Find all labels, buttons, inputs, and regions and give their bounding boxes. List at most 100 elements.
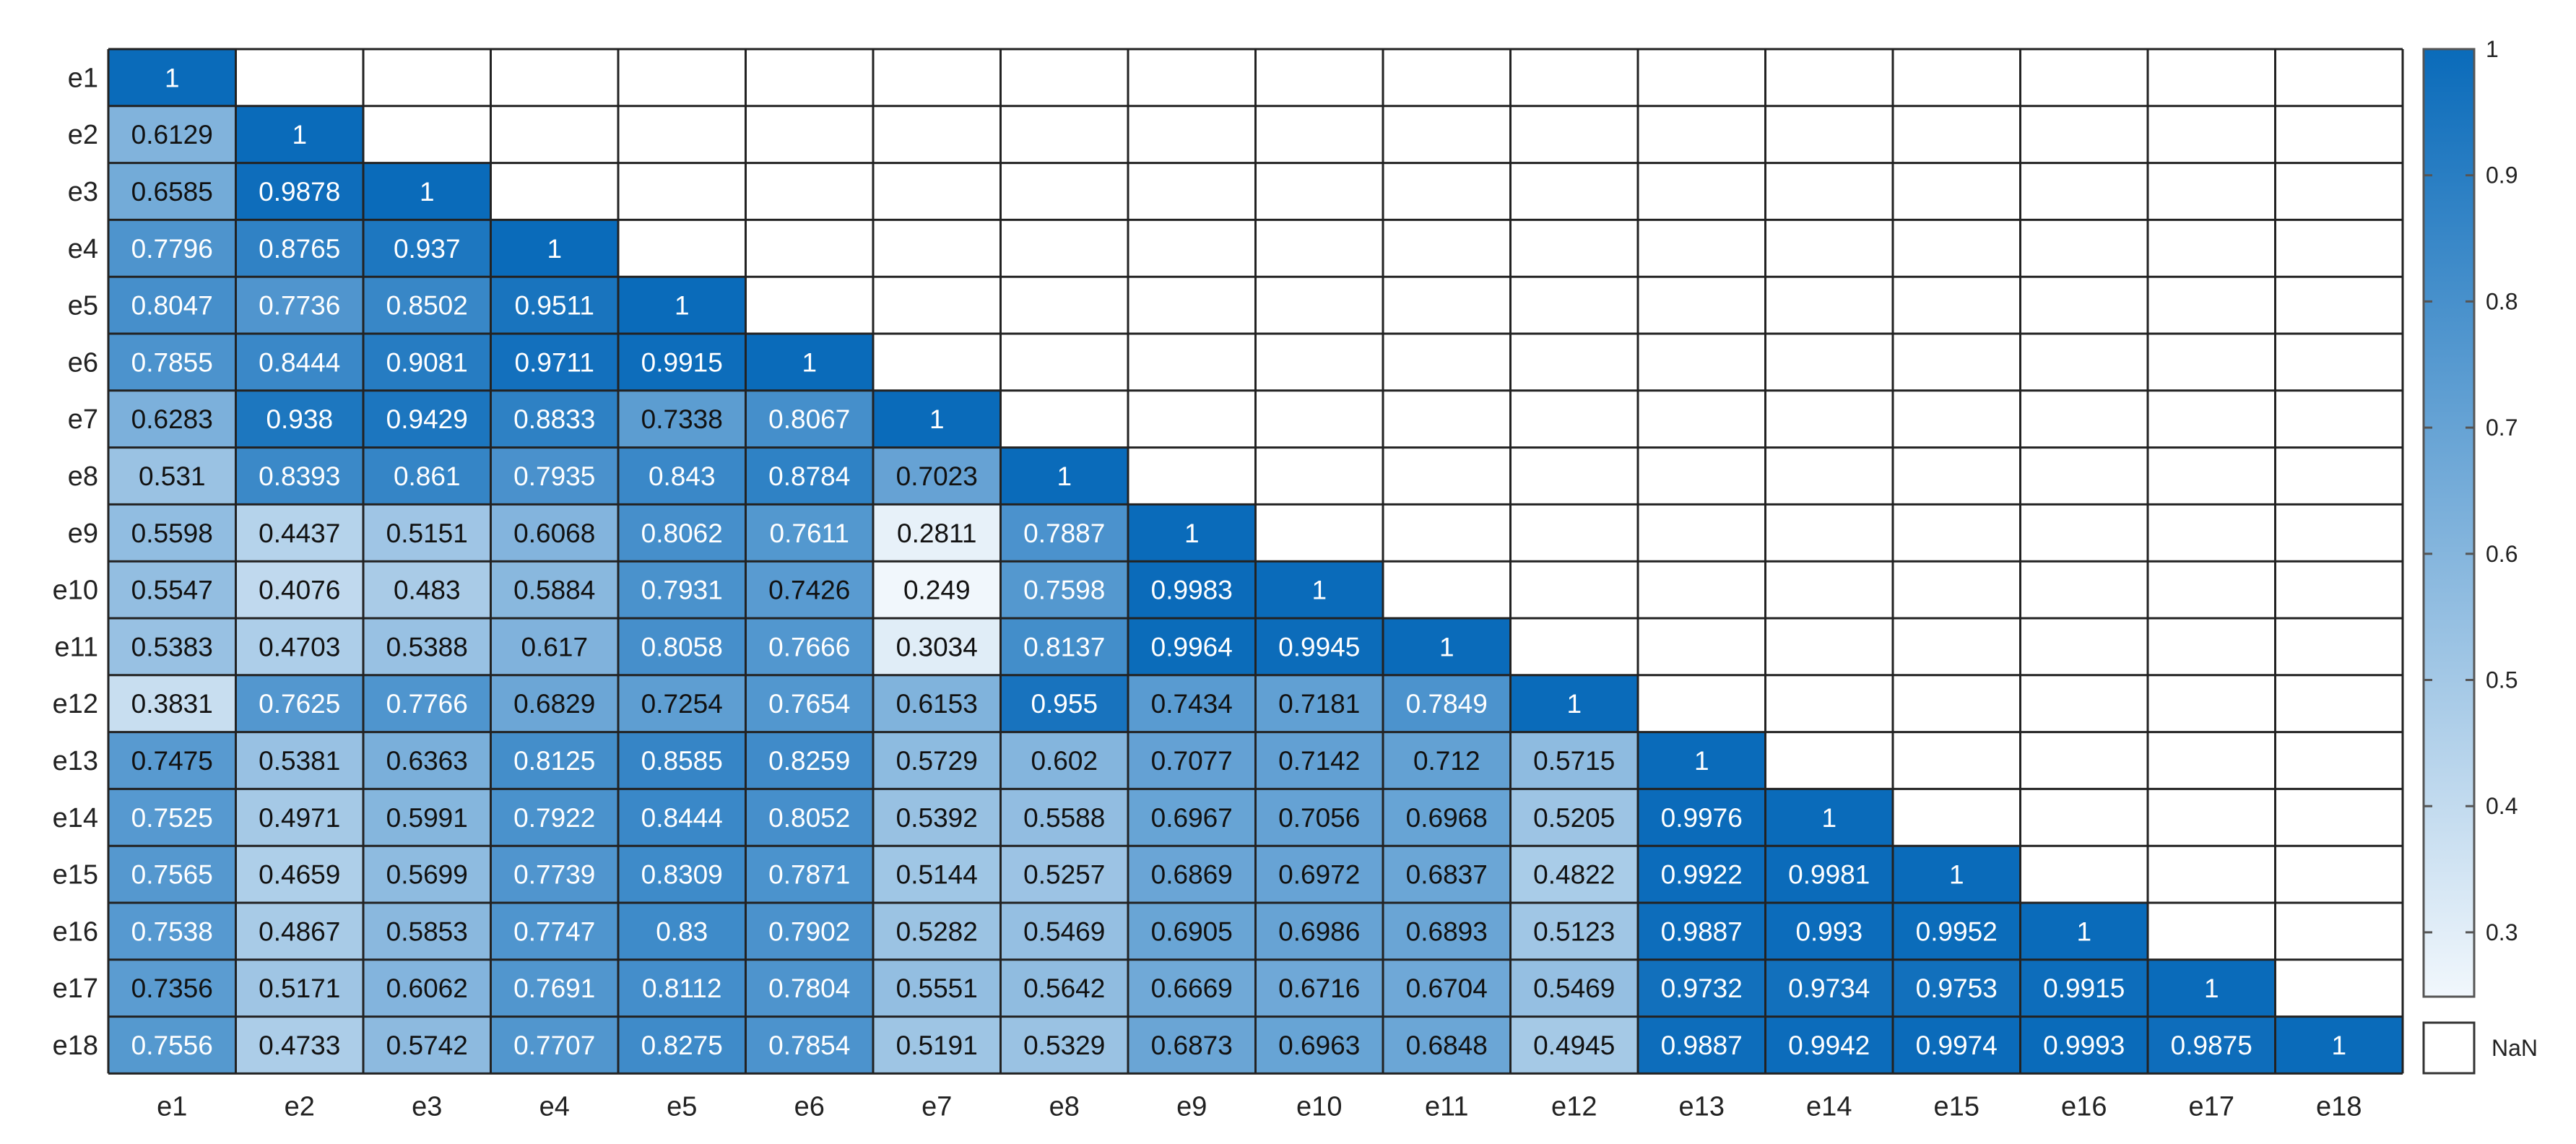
cell-value-label: 0.6363 [386,746,468,776]
heatmap-cell [1383,903,1511,960]
heatmap-cell [745,561,873,618]
cell-value-label: 0.5469 [1023,916,1105,946]
cell-value-label: 0.9952 [1916,916,1998,946]
cell-value-label: 1 [675,291,690,321]
cell-value-label: 0.5588 [1023,803,1105,833]
heatmap-cell [108,277,236,334]
row-tick-label: e2 [68,120,98,150]
cell-value-label: 0.4437 [259,519,340,548]
heatmap-cell [235,846,363,903]
heatmap-cell [1000,1016,1128,1074]
cell-value-label: 0.8765 [259,234,340,264]
heatmap-cell [235,732,363,789]
heatmap-cell [873,618,1001,675]
heatmap-cell [1765,1016,1893,1074]
cell-value-label: 0.9976 [1661,803,1743,833]
colorbar-ticks: 0.3 0.4 0.5 0.6 0.7 0.8 0.9 1 [2424,36,2518,945]
cell-value-label: 1 [1439,632,1454,662]
cell-value-label: 0.9887 [1661,916,1743,946]
cell-value-label: 1 [1694,746,1709,776]
heatmap-cell [363,561,491,618]
heatmap-cell [108,1016,236,1074]
heatmap-cell [618,561,746,618]
cell-value-label: 0.5991 [386,803,468,833]
heatmap-cell [1128,959,1256,1017]
cell-value-label: 0.3034 [896,632,978,662]
heatmap-cell [745,846,873,903]
heatmap-cell [363,390,491,448]
cell-value-label: 0.955 [1031,689,1098,719]
cell-value-label: 1 [547,234,562,264]
cell-value-label: 0.8067 [768,404,850,434]
heatmap-cell [1510,1016,1638,1074]
heatmap-cell [2020,903,2148,960]
cell-value-label: 0.7855 [131,347,213,377]
heatmap-cell [1510,846,1638,903]
heatmap-cell [235,277,363,334]
cell-value-label: 0.8062 [641,519,723,548]
cell-value-label: 0.843 [649,462,716,491]
cell-value-label: 0.7739 [513,860,595,890]
heatmap-cell [873,1016,1001,1074]
cell-value-label: 0.9887 [1661,1031,1743,1060]
heatmap-cell [1383,959,1511,1017]
cell-value-label: 0.8047 [131,291,213,321]
cell-value-label: 0.5144 [896,860,978,890]
heatmap-cell [1638,846,1766,903]
cell-value-label: 0.6848 [1406,1031,1488,1060]
column-tick-label: e2 [285,1091,315,1122]
heatmap-cell [1128,846,1256,903]
column-tick-label: e11 [1425,1091,1469,1122]
heatmap-cell [745,504,873,562]
cell-value-label: 0.7902 [768,916,850,946]
heatmap-cell [363,959,491,1017]
row-tick-label: e14 [53,803,98,833]
heatmap-cell [2020,1016,2148,1074]
cell-value-label: 0.8309 [641,860,723,890]
row-tick-label: e5 [68,291,98,321]
heatmap-cell [873,447,1001,505]
cell-value-label: 0.5729 [896,746,978,776]
column-tick-label: e1 [157,1091,187,1122]
cell-value-label: 0.7556 [131,1031,213,1060]
heatmap-cell [1383,846,1511,903]
cell-value-labels: 1 0.6129 1 0.6585 0.9878 1 0.7796 0.8765 0.937 1 0… [131,63,2346,1060]
cell-value-label: 0.7871 [768,860,850,890]
cell-value-label: 0.5171 [259,974,340,1003]
cell-value-label: 0.5884 [513,576,595,605]
heatmap-cell [1638,903,1766,960]
cell-value-label: 0.5381 [259,746,340,776]
cell-value-label: 0.6893 [1406,916,1488,946]
cell-value-label: 0.7625 [259,689,340,719]
heatmap-cell [1383,789,1511,846]
cell-value-label: 0.5469 [1533,974,1615,1003]
heatmap-cell [1000,504,1128,562]
cell-value-label: 0.5699 [386,860,468,890]
cell-value-label: 0.9915 [641,347,723,377]
cell-value-label: 0.6283 [131,404,213,434]
heatmap-cell [363,277,491,334]
cell-value-label: 0.8585 [641,746,723,776]
cell-value-label: 0.7854 [768,1031,850,1060]
cell-value-label: 0.9081 [386,347,468,377]
cell-value-label: 0.9732 [1661,974,1743,1003]
heatmap-cell [108,105,236,163]
cell-value-label: 0.9875 [2171,1031,2252,1060]
cell-value-label: 0.6585 [131,177,213,207]
cell-value-label: 0.9942 [1788,1031,1870,1060]
heatmap-cell [108,447,236,505]
heatmap-cell [235,390,363,448]
heatmap-cell [1000,561,1128,618]
cell-value-label: 0.7142 [1278,746,1360,776]
nan-legend-swatch [2422,1021,2476,1075]
heatmap-cell [1255,675,1383,732]
heatmap-cell [490,789,618,846]
colorbar-gradient [2422,48,2476,998]
cell-value-label: 0.4945 [1533,1031,1615,1060]
heatmap-cell [235,162,363,220]
cell-value-label: 0.483 [394,576,461,605]
row-tick-label: e6 [68,347,98,378]
colorbar-tick-label: 0.8 [2486,288,2518,314]
row-tick-label: e11 [54,632,98,662]
cell-value-label: 0.5853 [386,916,468,946]
